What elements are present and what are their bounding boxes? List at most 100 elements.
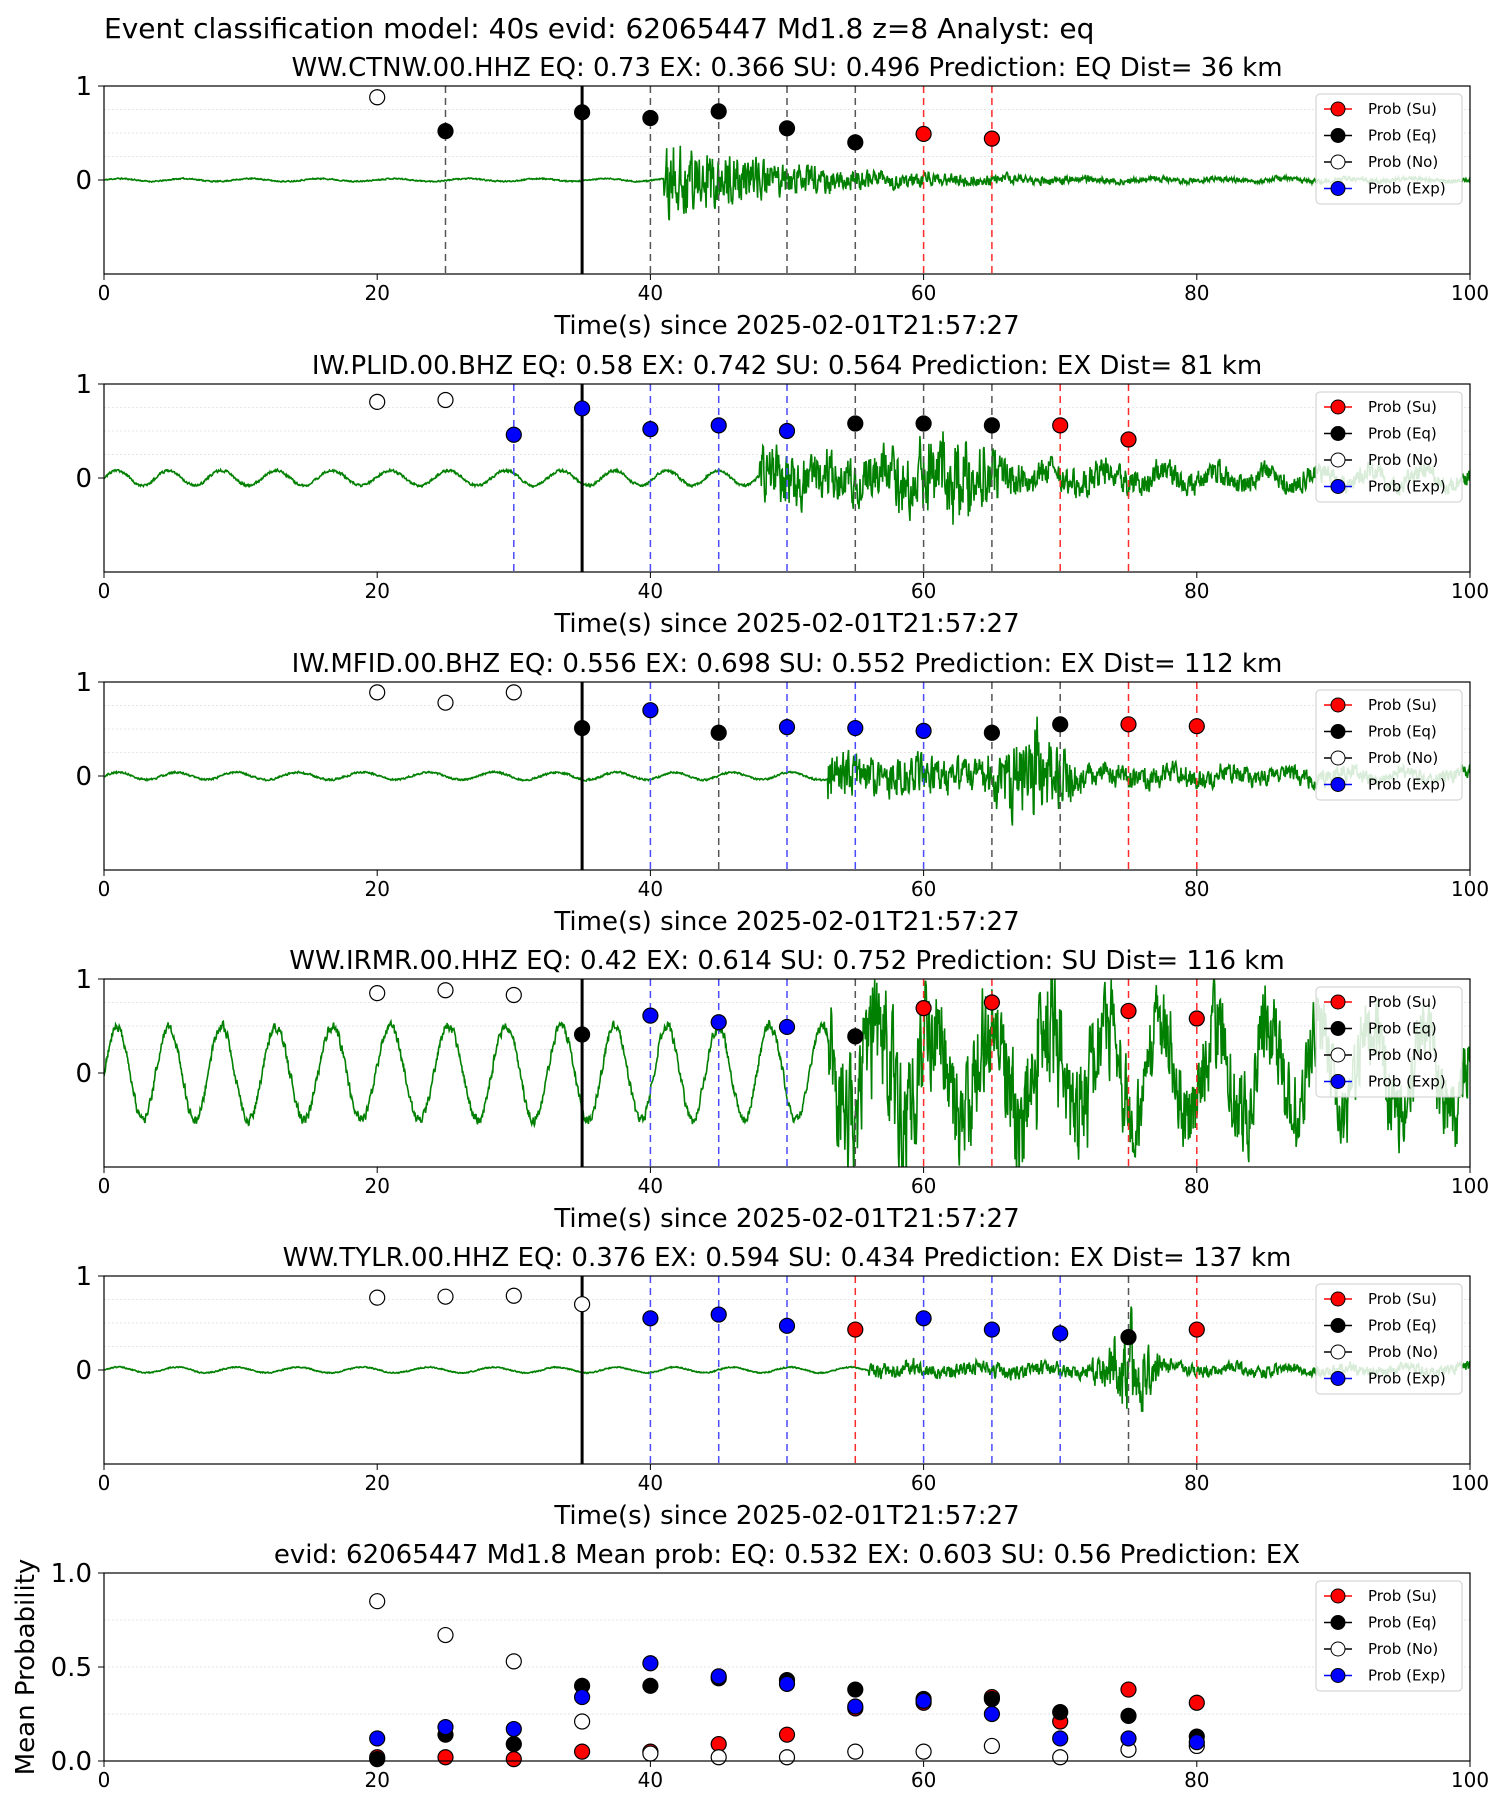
prob-point-eq (710, 724, 727, 741)
mean-prob-point-eq (983, 1690, 1001, 1708)
prob-point-no (437, 982, 454, 999)
legend-label: Prob (Eq) (1368, 1020, 1437, 1038)
mean-prob-point-exp (983, 1705, 1001, 1723)
x-tick-label: 0 (98, 877, 111, 901)
y-tick-label: 1 (75, 72, 92, 102)
legend-label: Prob (No) (1368, 1343, 1438, 1361)
waveform-trace (104, 431, 1470, 525)
legend-label: Prob (No) (1368, 749, 1438, 767)
prob-point-exp (642, 1310, 659, 1327)
legend-label: Prob (Su) (1368, 1587, 1437, 1605)
prob-point-no (437, 1288, 454, 1305)
legend-label: Prob (Exp) (1368, 776, 1446, 794)
x-tick-label: 80 (1184, 877, 1209, 901)
prob-point-su (847, 1321, 864, 1338)
mean-prob-point-no (642, 1745, 659, 1762)
mean-prob-point-no (915, 1743, 932, 1760)
y-tick-label: 0 (75, 464, 92, 494)
x-tick-label: 100 (1451, 877, 1489, 901)
prob-point-no (573, 1296, 591, 1313)
legend-marker (1330, 426, 1346, 441)
prob-point-exp (710, 1014, 727, 1031)
plot-area (104, 979, 1470, 1167)
x-tick-label: 20 (364, 877, 389, 901)
subplot-5: WW.TYLR.00.HHZ EQ: 0.376 EX: 0.594 SU: 0… (75, 1243, 1489, 1531)
prob-point-su (1120, 716, 1137, 733)
prob-point-no (369, 984, 386, 1002)
legend-marker (1330, 154, 1346, 170)
x-tick-label: 40 (638, 579, 663, 603)
legend-label: Prob (Eq) (1368, 1317, 1437, 1335)
mean-prob-point-exp (1052, 1730, 1069, 1747)
x-tick-label: 40 (638, 281, 663, 305)
figure-suptitle: Event classification model: 40s evid: 62… (104, 12, 1094, 45)
x-tick-label: 40 (638, 1768, 663, 1792)
plot-area (104, 384, 1470, 572)
prob-point-exp (642, 702, 659, 719)
mean-prob-point-exp (573, 1688, 591, 1706)
mean-prob-point-exp (369, 1730, 386, 1747)
x-tick-label: 0 (98, 1471, 111, 1495)
x-tick-label: 60 (911, 1471, 936, 1495)
x-tick-label: 20 (364, 1768, 389, 1792)
subplot-title: WW.IRMR.00.HHZ EQ: 0.42 EX: 0.614 SU: 0.… (289, 946, 1284, 976)
prob-point-no (369, 684, 386, 701)
prob-point-no (437, 391, 454, 409)
x-tick-label: 0 (98, 1768, 111, 1792)
prob-point-exp (778, 1317, 796, 1334)
mean-prob-point-no (847, 1743, 864, 1760)
x-tick-label: 100 (1451, 1174, 1489, 1198)
waveform-trace (104, 1306, 1470, 1413)
prob-point-eq (573, 719, 591, 737)
y-tick-label: 0 (75, 1059, 92, 1089)
legend-marker (1330, 1318, 1346, 1333)
prob-point-eq (1120, 1328, 1137, 1346)
prob-point-eq (847, 134, 864, 151)
x-tick-label: 0 (98, 1174, 111, 1198)
prob-point-no (505, 684, 522, 701)
y-tick-label: 1 (75, 668, 92, 698)
prob-point-su (1120, 431, 1137, 448)
legend-label: Prob (Su) (1368, 1290, 1437, 1308)
x-tick-label: 80 (1184, 1471, 1209, 1495)
prob-point-exp (710, 1306, 727, 1323)
prob-point-eq (983, 417, 1001, 434)
x-tick-label: 100 (1451, 281, 1489, 305)
prob-point-eq (1052, 716, 1069, 733)
legend-label: Prob (Eq) (1368, 127, 1437, 145)
mean-prob-point-exp (1188, 1734, 1205, 1751)
legend-box (1315, 1580, 1463, 1692)
legend-marker (1330, 1021, 1346, 1036)
prob-point-no (369, 1289, 386, 1306)
mean-prob-point-no (369, 1593, 386, 1610)
prob-point-exp (710, 417, 727, 434)
legend-marker (1330, 1371, 1346, 1386)
prob-point-exp (847, 719, 864, 737)
mean-prob-point-exp (505, 1720, 522, 1738)
mean-prob-point-eq (847, 1681, 864, 1698)
y-tick-label: 0 (75, 166, 92, 196)
x-tick-label: 20 (364, 281, 389, 305)
prob-point-exp (778, 719, 796, 736)
legend-label: Prob (Exp) (1368, 1667, 1446, 1685)
mean-prob-point-no (505, 1653, 522, 1670)
x-tick-label: 20 (364, 1174, 389, 1198)
y-tick-label: 0 (75, 762, 92, 792)
legend-label: Prob (Exp) (1368, 1073, 1446, 1091)
prob-point-eq (642, 109, 659, 127)
mean-prob-point-no (778, 1749, 796, 1766)
prob-point-exp (915, 722, 932, 739)
legend-label: Prob (Exp) (1368, 180, 1446, 198)
mean-prob-point-no (983, 1737, 1001, 1755)
prob-point-exp (778, 1018, 796, 1036)
legend-label: Prob (Su) (1368, 696, 1437, 714)
x-tick-label: 60 (911, 877, 936, 901)
prob-point-no (437, 694, 454, 711)
legend-box (1315, 689, 1463, 801)
y-tick-label: 1 (75, 965, 92, 995)
legend-marker (1330, 1668, 1346, 1683)
mean-prob-point-su (505, 1751, 522, 1768)
x-tick-label: 60 (911, 1768, 936, 1792)
legend-label: Prob (Eq) (1368, 425, 1437, 443)
